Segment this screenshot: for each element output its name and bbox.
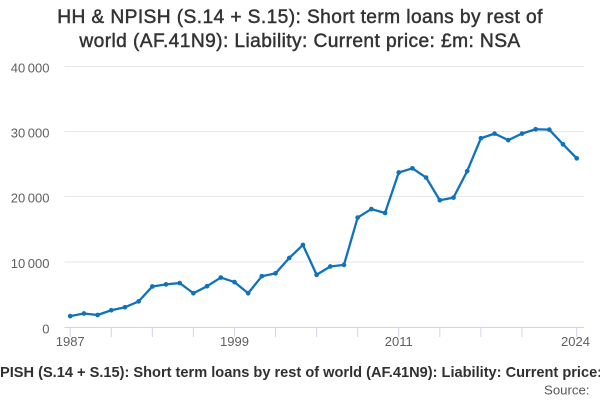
svg-text:1999: 1999: [220, 334, 249, 349]
svg-text:Source:: Source:: [544, 382, 589, 397]
svg-text:10 000: 10 000: [11, 256, 50, 271]
svg-text:1987: 1987: [56, 334, 85, 349]
svg-text:20 000: 20 000: [11, 190, 50, 205]
svg-text:0: 0: [42, 321, 49, 336]
svg-text:40 000: 40 000: [11, 60, 50, 75]
svg-text:2024: 2024: [561, 334, 590, 349]
svg-text:30 000: 30 000: [11, 125, 50, 140]
svg-text:2011: 2011: [385, 334, 413, 349]
